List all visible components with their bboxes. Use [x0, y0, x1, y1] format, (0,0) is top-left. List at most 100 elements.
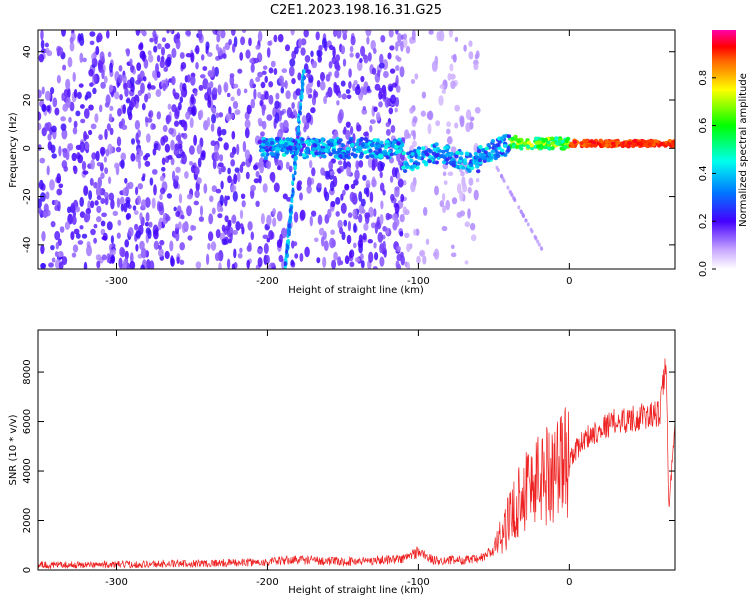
heatmap-cell [360, 253, 364, 260]
heatmap-cell [79, 196, 84, 207]
heatmap-cell [71, 215, 77, 226]
heatmap-cell [217, 162, 224, 168]
heatmap-cell [514, 145, 520, 150]
heatmap-cell [441, 225, 448, 232]
heatmap-cell [286, 253, 289, 258]
heatmap-cell [197, 30, 202, 35]
heatmap-cell [169, 30, 173, 34]
heatmap-cell [213, 143, 219, 154]
heatmap-cell [46, 165, 50, 176]
heatmap-cell [475, 164, 480, 169]
heatmap-cell [38, 53, 44, 63]
heatmap-cell [349, 52, 354, 58]
heatmap-cell [50, 87, 55, 95]
heatmap-cell [360, 198, 366, 207]
heatmap-cell [383, 88, 387, 100]
heatmap-cell [129, 58, 133, 66]
heatmap-cell [379, 53, 384, 65]
heatmap-cell [477, 158, 483, 163]
heatmap-cell [291, 173, 295, 179]
heatmap-cell [92, 87, 97, 95]
heatmap-cell [294, 46, 299, 55]
heatmap-cell [232, 229, 238, 235]
heatmap-cell [348, 81, 352, 89]
heatmap-cell [288, 165, 293, 173]
heatmap-cell [253, 88, 257, 100]
heatmap-cell [262, 183, 268, 193]
heatmap-cell [82, 57, 87, 63]
heatmap-cell [287, 230, 290, 235]
heatmap-cell [387, 52, 392, 60]
heatmap-cell [517, 205, 521, 210]
heatmap-cell [73, 88, 78, 99]
heatmap-cell [44, 42, 50, 48]
heatmap-cell [388, 85, 393, 92]
heatmap-cell [343, 219, 348, 227]
heatmap-cell [164, 215, 171, 222]
heatmap-cell [122, 258, 128, 269]
heatmap-cell [54, 107, 60, 116]
heatmap-cell [345, 89, 351, 94]
heatmap-cell [406, 261, 410, 269]
heatmap-cell [299, 192, 303, 201]
heatmap-cell [76, 91, 82, 100]
heatmap-cell [55, 241, 59, 250]
heatmap-cell [115, 146, 122, 153]
heatmap-cell [286, 107, 293, 119]
heatmap-cell [304, 140, 309, 145]
heatmap-cell [414, 73, 419, 80]
heatmap-cell [394, 107, 398, 113]
heatmap-cell [329, 142, 334, 147]
heatmap-cell [280, 110, 284, 116]
heatmap-cell [218, 168, 222, 175]
heatmap-cell [96, 195, 102, 201]
heatmap-cell [108, 113, 113, 123]
heatmap-cell [445, 199, 451, 211]
heatmap-cell [349, 45, 354, 53]
heatmap-cell [415, 228, 420, 236]
heatmap-cell [583, 139, 589, 144]
heatmap-cell [70, 202, 75, 213]
heatmap-cell [543, 137, 549, 142]
heatmap-cell [526, 140, 532, 145]
heatmap-cell [105, 94, 111, 106]
heatmap-cell [289, 215, 293, 221]
heatmap-cell [104, 195, 109, 206]
heatmap-cell [377, 69, 381, 77]
heatmap-cell [569, 141, 574, 146]
heatmap-cell [316, 49, 321, 57]
heatmap-cell [101, 69, 105, 80]
heatmap-cell [196, 177, 202, 185]
heatmap-cell [180, 132, 185, 138]
heatmap-cell [342, 58, 347, 67]
heatmap-cell [266, 237, 271, 243]
heatmap-cell [372, 138, 377, 143]
heatmap-cell [120, 159, 125, 170]
heatmap-cell [257, 30, 263, 42]
heatmap-cell [344, 255, 350, 265]
heatmap-cell [449, 63, 454, 72]
heatmap-cell [182, 223, 187, 230]
heatmap-cell [271, 171, 276, 183]
heatmap-cell [315, 31, 320, 41]
heatmap-cell [514, 137, 519, 142]
heatmap-cell [441, 193, 446, 202]
heatmap-cell [276, 165, 281, 171]
heatmap-cell [641, 139, 647, 144]
heatmap-cell [72, 126, 78, 135]
heatmap-cell [379, 182, 385, 192]
heatmap-cell [274, 100, 280, 110]
heatmap-cell [397, 160, 403, 166]
heatmap-cell [211, 207, 216, 215]
heatmap-cell [152, 30, 157, 38]
heatmap-cell [358, 213, 363, 224]
snr-x-ticks: -300 -200 -100 0 [105, 330, 573, 588]
heatmap-cell [182, 83, 187, 92]
heatmap-cell [279, 122, 284, 128]
heatmap-cell [113, 162, 120, 169]
colorbar-tick-label: 0.2 [698, 213, 709, 229]
heatmap-cell [257, 139, 262, 145]
heatmap-cell [291, 188, 295, 193]
heatmap-cell [352, 147, 357, 152]
heatmap-cell [443, 180, 448, 185]
